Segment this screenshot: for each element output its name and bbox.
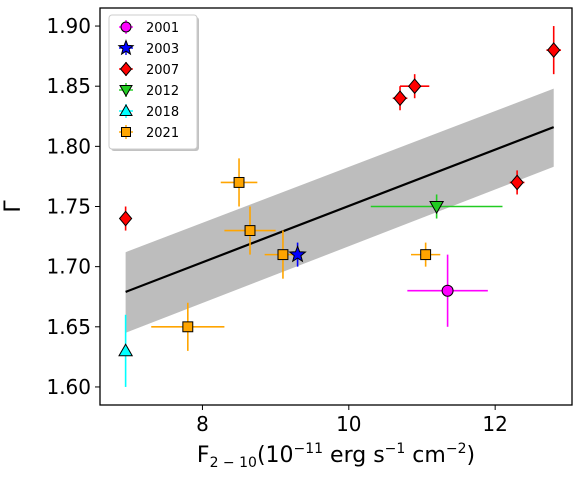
x-tick-label-2: 12 bbox=[482, 412, 507, 436]
point-2021-0 bbox=[182, 321, 194, 333]
fit-line bbox=[125, 126, 555, 293]
points-layer bbox=[118, 42, 561, 357]
fit-line-layer bbox=[125, 126, 555, 293]
legend-label-2018: 2018 bbox=[146, 105, 179, 120]
legend-marker-2001 bbox=[120, 21, 132, 33]
legend-label-2007: 2007 bbox=[146, 63, 179, 78]
y-tick-label-5: 1.85 bbox=[46, 74, 91, 98]
point-2007-2 bbox=[407, 78, 422, 95]
legend: 2001 2003 2007 2012 2018 2021 bbox=[108, 14, 199, 151]
x-ticks: 8 10 12 bbox=[196, 405, 508, 436]
x-label-exp3: −2 bbox=[446, 441, 467, 457]
point-2007-1 bbox=[393, 90, 407, 107]
y-axis-label: Γ bbox=[1, 200, 26, 213]
point-2003-0 bbox=[288, 244, 307, 263]
legend-marker-2007 bbox=[119, 61, 133, 77]
x-label-unit-close: ) bbox=[466, 443, 475, 468]
legend-marker-2012 bbox=[119, 85, 133, 98]
point-2021-2 bbox=[244, 225, 256, 237]
x-label-main: F bbox=[197, 443, 210, 468]
x-label-exp: −11 bbox=[294, 441, 324, 457]
y-tick-label-1: 1.65 bbox=[46, 315, 91, 339]
point-2021-4 bbox=[420, 249, 432, 261]
x-label-unit-mid: erg s bbox=[323, 443, 385, 468]
legend-marker-2018 bbox=[119, 103, 133, 116]
x-label-unit-open: (10 bbox=[257, 443, 294, 468]
legend-label-2001: 2001 bbox=[146, 21, 179, 36]
legend-marker-2003 bbox=[117, 39, 135, 56]
x-axis-label: F2 − 10(10−11 erg s−1 cm−2) bbox=[197, 441, 475, 471]
x-label-unit-mid2: cm bbox=[405, 443, 446, 468]
point-2007-4 bbox=[547, 42, 561, 59]
x-tick-label-1: 10 bbox=[336, 412, 361, 436]
legend-label-2012: 2012 bbox=[146, 84, 179, 99]
legend-marker-2021 bbox=[121, 127, 131, 137]
point-2001-0 bbox=[441, 284, 454, 297]
y-ticks: 1.60 1.65 1.70 1.75 1.80 1.85 1.90 bbox=[46, 14, 100, 399]
legend-label-2021: 2021 bbox=[146, 126, 179, 141]
confidence-band bbox=[125, 88, 554, 333]
point-2007-0 bbox=[118, 210, 133, 227]
y-tick-label-4: 1.80 bbox=[46, 134, 91, 158]
point-2018-0 bbox=[118, 343, 134, 357]
x-label-sub: 2 − 10 bbox=[210, 455, 257, 471]
y-tick-label-2: 1.70 bbox=[46, 255, 91, 279]
x-tick-label-0: 8 bbox=[196, 412, 209, 436]
point-2007-3 bbox=[510, 174, 524, 191]
point-2012-0 bbox=[429, 201, 445, 215]
legend-label-2003: 2003 bbox=[146, 42, 179, 57]
y-tick-label-3: 1.75 bbox=[46, 195, 91, 219]
y-tick-label-6: 1.90 bbox=[46, 14, 91, 38]
x-label-exp2: −1 bbox=[385, 441, 406, 457]
point-2021-1 bbox=[233, 176, 245, 188]
confidence-band-layer bbox=[125, 88, 554, 333]
point-2021-3 bbox=[277, 249, 289, 261]
y-tick-label-0: 1.60 bbox=[46, 375, 91, 399]
